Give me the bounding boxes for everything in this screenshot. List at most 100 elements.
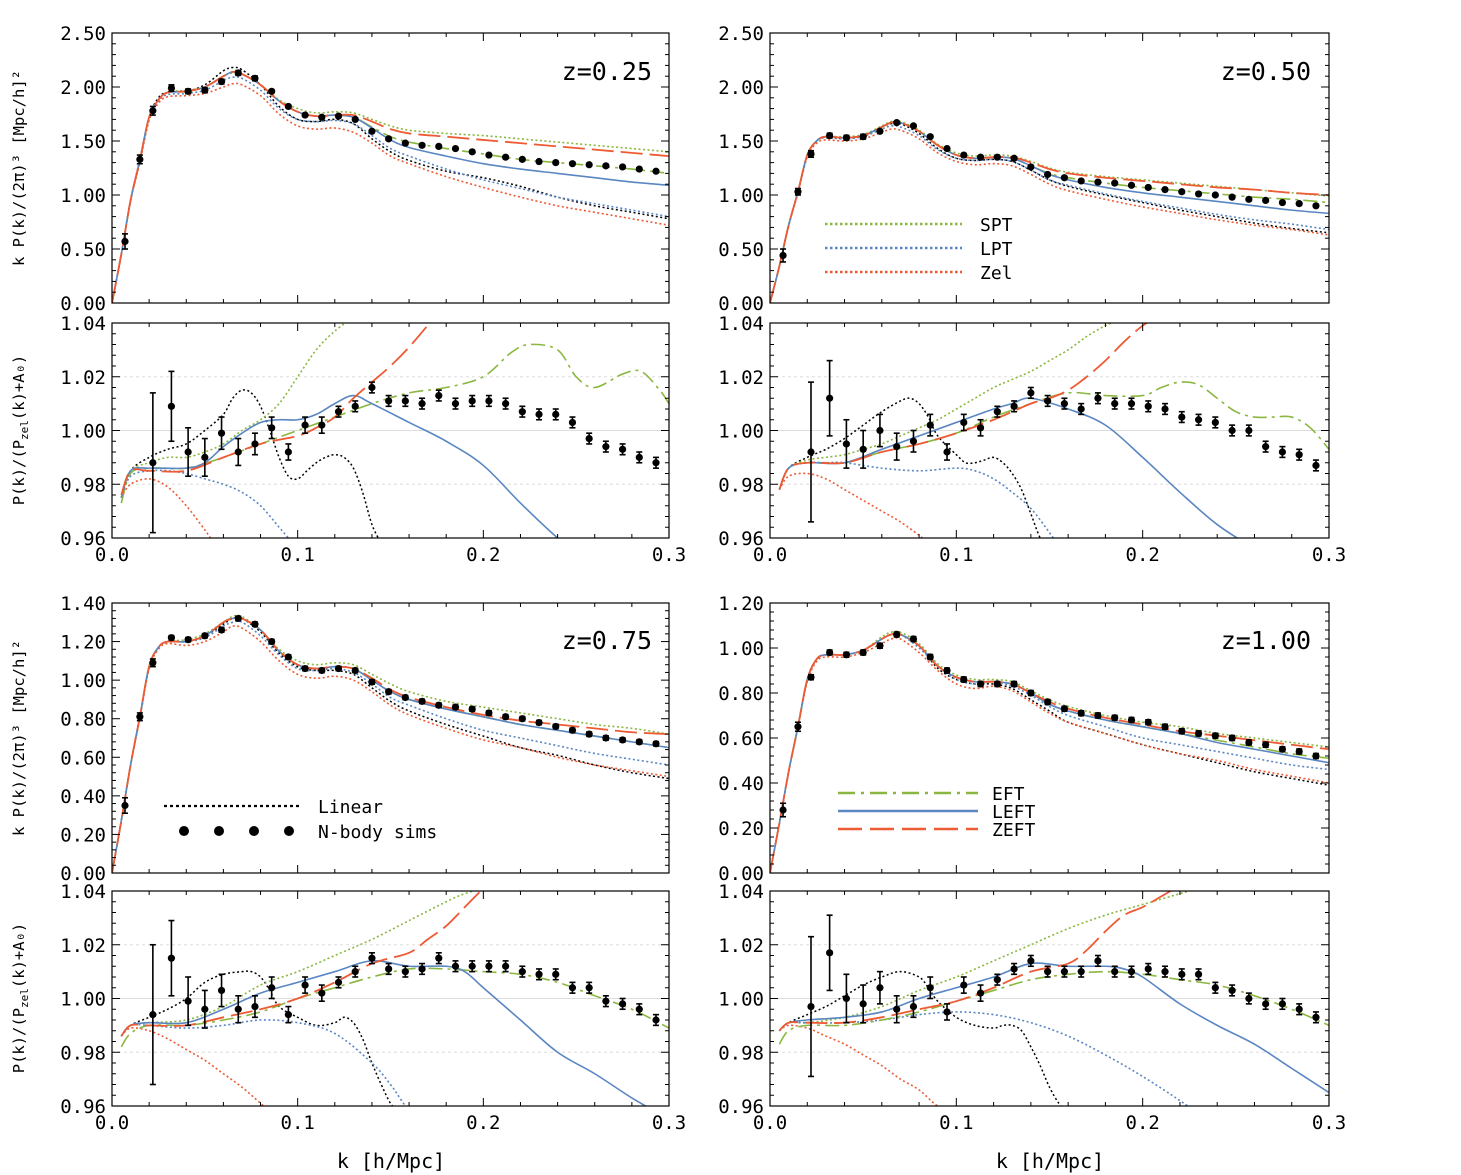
sim-point bbox=[926, 421, 934, 429]
sim-point bbox=[807, 673, 815, 681]
y-tick-label: 1.02 bbox=[60, 935, 106, 957]
legend-swatch-sims-dot bbox=[214, 826, 224, 836]
sim-point bbox=[585, 730, 593, 738]
sim-point bbox=[794, 723, 802, 731]
sim-point bbox=[234, 1005, 242, 1013]
y-tick-label: 0.96 bbox=[718, 528, 764, 550]
sim-point bbox=[807, 448, 815, 456]
sim-point bbox=[1329, 755, 1336, 762]
series-line-zeft bbox=[778, 891, 1173, 1032]
series-line-lpt bbox=[778, 1011, 1190, 1106]
sim-point bbox=[1060, 705, 1069, 713]
sim-point bbox=[1144, 965, 1152, 973]
series-group bbox=[770, 119, 1329, 303]
series-line-zel bbox=[778, 472, 924, 538]
series-line-zeft bbox=[120, 323, 432, 496]
x-tick-label: 0.0 bbox=[753, 1112, 787, 1134]
sim-point bbox=[201, 86, 209, 94]
y-tick-label: 1.02 bbox=[718, 367, 764, 389]
y-tick-label: 0.40 bbox=[60, 786, 106, 808]
sim-point bbox=[1044, 170, 1052, 179]
legend-label-eft: EFT bbox=[992, 784, 1025, 805]
y-tick-label: 0.50 bbox=[718, 239, 764, 261]
series-line-zel bbox=[770, 637, 1329, 873]
sim-point bbox=[893, 119, 901, 127]
panel-z100-ratio: 0.96 0.98 1.00 1.02 1.04 0.0 0.1 0.2 0.3 bbox=[718, 881, 1346, 1134]
sim-point bbox=[1312, 752, 1320, 760]
sim-point bbox=[502, 962, 510, 970]
sim-point bbox=[385, 688, 393, 696]
sim-point bbox=[217, 429, 226, 437]
sim-point bbox=[943, 448, 951, 456]
y-axis-label-ratio: P(k)/(Pzel(k)+A₀) bbox=[10, 355, 31, 506]
y-tick-label: 0.80 bbox=[718, 683, 764, 705]
sim-point bbox=[535, 718, 543, 727]
sim-point bbox=[167, 634, 176, 642]
sim-point bbox=[518, 715, 526, 723]
y-tick-label: 1.02 bbox=[60, 367, 106, 389]
y-tick-label: 0.96 bbox=[60, 1096, 106, 1118]
series-line-zeft bbox=[112, 70, 669, 303]
sim-point bbox=[1278, 198, 1287, 207]
series-line-lpt bbox=[112, 620, 669, 873]
sim-point bbox=[121, 237, 129, 246]
sim-point bbox=[268, 637, 276, 646]
sim-point bbox=[351, 115, 359, 123]
sim-point bbox=[485, 151, 493, 159]
x-axis-label: k [h/Mpc] bbox=[337, 1149, 445, 1173]
series-line-zeft bbox=[770, 632, 1329, 873]
sim-point bbox=[1278, 745, 1287, 753]
series-line-left bbox=[120, 960, 648, 1106]
y-tick-label: 1.00 bbox=[60, 421, 106, 443]
sim-point bbox=[368, 383, 376, 392]
y-tick-label: 0.98 bbox=[718, 1042, 764, 1064]
sim-point bbox=[943, 666, 951, 675]
y-tick-label: 1.00 bbox=[60, 185, 106, 207]
sim-point bbox=[1094, 957, 1102, 965]
series-line-eft bbox=[112, 70, 669, 303]
sim-point bbox=[1094, 711, 1102, 720]
sim-point bbox=[451, 400, 460, 408]
series-line-linear bbox=[770, 632, 1329, 873]
y-axis-label-power: k P(k)/(2π)³ [Mpc/h]² bbox=[10, 70, 28, 266]
sim-point bbox=[568, 726, 577, 734]
sim-point bbox=[334, 978, 343, 986]
sim-point bbox=[1161, 186, 1169, 194]
sim-point bbox=[468, 397, 476, 405]
sim-point bbox=[1044, 397, 1052, 405]
panel-z025-power: 0.00 0.50 1.00 1.50 2.00 2.50 bbox=[60, 23, 670, 315]
sim-point bbox=[976, 424, 985, 432]
legend-label-lpt: LPT bbox=[980, 239, 1013, 260]
sim-point bbox=[652, 740, 660, 748]
sim-point bbox=[149, 107, 157, 115]
sim-point bbox=[401, 693, 409, 702]
x-tick-label: 0.0 bbox=[95, 544, 129, 566]
y-tick-label: 1.00 bbox=[718, 989, 764, 1011]
sim-point bbox=[859, 445, 867, 453]
sim-point bbox=[1027, 689, 1035, 697]
sim-point bbox=[1245, 426, 1253, 435]
sim-point bbox=[268, 984, 276, 992]
sim-point bbox=[602, 443, 610, 451]
series-group bbox=[112, 66, 669, 303]
sim-point bbox=[1295, 200, 1303, 208]
sim-point bbox=[669, 470, 676, 477]
y-tick-label: 0.98 bbox=[60, 1042, 106, 1064]
sim-point bbox=[1329, 478, 1336, 485]
series-line-eft bbox=[778, 381, 1329, 490]
sim-point bbox=[909, 635, 918, 643]
sim-point bbox=[602, 997, 610, 1005]
sim-point bbox=[1010, 154, 1018, 162]
sim-point bbox=[1262, 196, 1270, 204]
sim-point bbox=[1312, 1013, 1320, 1021]
series-line-zel bbox=[112, 82, 669, 303]
sim-point bbox=[1010, 680, 1018, 688]
sim-point bbox=[1094, 394, 1102, 402]
sim-point bbox=[943, 144, 951, 153]
sim-point bbox=[234, 614, 242, 623]
sim-point bbox=[552, 159, 560, 167]
y-tick-label: 0.60 bbox=[60, 747, 106, 769]
y-tick-label: 2.00 bbox=[60, 77, 106, 99]
sim-point bbox=[502, 153, 510, 161]
sim-point bbox=[618, 736, 627, 744]
